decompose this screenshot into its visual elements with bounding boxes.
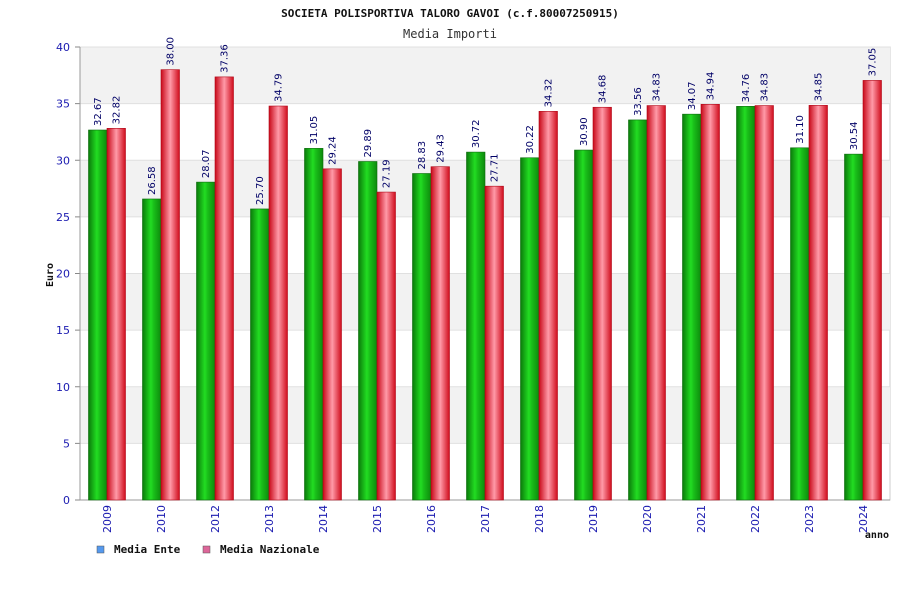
data-label-media-nazionale: 34.79 (274, 73, 285, 102)
x-axis-ticks: 2009 2010 2012 2013 2014 2015 2016 2017 2018 2019… (101, 505, 870, 533)
bar-media-ente (196, 181, 216, 501)
data-label-media-nazionale: 27.71 (490, 154, 501, 183)
bar-media-nazionale (754, 105, 774, 501)
bar-media-ente (628, 119, 648, 501)
data-label-media-nazionale: 34.68 (598, 75, 609, 104)
data-label-media-nazionale: 34.32 (544, 79, 555, 108)
bar-media-nazionale (862, 80, 882, 501)
bar-media-ente (412, 173, 432, 501)
data-label-media-ente: 30.90 (579, 117, 590, 146)
data-label-media-ente: 28.07 (201, 149, 212, 178)
chart-subtitle: Media Importi (403, 27, 497, 41)
x-tick-label: 2015 (371, 505, 384, 533)
y-tick-label: 10 (56, 381, 70, 394)
bar-media-nazionale (646, 105, 666, 501)
data-label-media-nazionale: 32.82 (112, 96, 123, 125)
data-label-media-nazionale: 34.85 (814, 73, 825, 102)
x-tick-label: 2023 (803, 505, 816, 533)
x-tick-label: 2018 (533, 505, 546, 533)
bar-media-ente (88, 129, 108, 501)
data-label-media-ente: 25.70 (255, 176, 266, 205)
y-tick-label: 20 (56, 268, 70, 281)
data-label-media-nazionale: 38.00 (166, 37, 177, 66)
data-label-media-nazionale: 29.43 (436, 134, 447, 163)
bar-media-nazionale (430, 166, 450, 501)
y-tick-label: 0 (63, 494, 70, 507)
x-tick-label: 2016 (425, 505, 438, 533)
x-axis-label: anno (865, 530, 889, 541)
x-tick-label: 2022 (749, 505, 762, 533)
data-label-media-ente: 32.67 (93, 97, 104, 126)
data-label-media-ente: 34.76 (741, 74, 752, 103)
bar-media-ente (142, 198, 162, 501)
legend-label-media-nazionale: Media Nazionale (220, 543, 320, 556)
data-label-media-nazionale: 34.94 (706, 72, 717, 101)
x-tick-label: 2019 (587, 505, 600, 533)
y-axis-label: Euro (45, 263, 56, 287)
legend-swatch-media-ente (96, 545, 105, 554)
data-label-media-ente: 29.89 (363, 129, 374, 158)
x-tick-label: 2024 (857, 505, 870, 533)
legend: Media Ente Media Nazionale (96, 543, 320, 556)
data-label-media-ente: 33.56 (633, 87, 644, 116)
legend-label-media-ente: Media Ente (114, 543, 181, 556)
bar-media-ente (358, 161, 378, 501)
data-label-media-nazionale: 34.83 (652, 73, 663, 102)
x-tick-label: 2020 (641, 505, 654, 533)
bars: 32.67 32.82 26.58 38.00 28.07 37.36 25.70 34.79… (88, 37, 882, 501)
chart-title: SOCIETA POLISPORTIVA TALORO GAVOI (c.f.8… (281, 7, 619, 20)
y-tick-label: 15 (56, 324, 70, 337)
bar-media-ente (736, 106, 756, 501)
bar-media-ente (520, 157, 540, 501)
y-tick-label: 30 (56, 154, 70, 167)
y-tick-label: 5 (63, 437, 70, 450)
y-tick-label: 25 (56, 211, 70, 224)
bar-media-ente (304, 148, 324, 501)
bar-media-nazionale (214, 76, 234, 501)
bar-media-nazionale (322, 168, 342, 501)
bar-media-nazionale (376, 191, 396, 501)
x-tick-label: 2012 (209, 505, 222, 533)
y-tick-label: 35 (56, 98, 70, 111)
data-label-media-ente: 30.54 (849, 121, 860, 150)
bar-media-nazionale (538, 111, 558, 501)
bar-media-nazionale (808, 105, 828, 501)
x-tick-label: 2014 (317, 505, 330, 533)
bar-media-ente (574, 149, 594, 501)
data-label-media-ente: 26.58 (147, 166, 158, 195)
x-tick-label: 2009 (101, 505, 114, 533)
data-label-media-nazionale: 37.05 (868, 48, 879, 77)
legend-swatch-media-nazionale (202, 545, 211, 554)
data-label-media-ente: 34.07 (687, 82, 698, 111)
y-tick-label: 40 (56, 41, 70, 54)
data-label-media-nazionale: 37.36 (220, 44, 231, 73)
bar-media-ente (466, 151, 486, 501)
data-label-media-ente: 31.05 (309, 116, 320, 145)
data-label-media-nazionale: 34.83 (760, 73, 771, 102)
data-label-media-nazionale: 27.19 (382, 159, 393, 188)
x-tick-label: 2010 (155, 505, 168, 533)
bar-media-nazionale (268, 105, 288, 501)
x-tick-label: 2017 (479, 505, 492, 533)
bar-media-nazionale (160, 69, 180, 501)
bar-media-nazionale (484, 185, 504, 501)
data-label-media-ente: 30.22 (525, 125, 536, 154)
data-label-media-ente: 30.72 (471, 119, 482, 148)
bar-media-nazionale (700, 104, 720, 501)
bar-media-ente (682, 113, 702, 501)
x-tick-label: 2021 (695, 505, 708, 533)
bar-media-ente (250, 208, 270, 501)
bar-media-ente (844, 153, 864, 501)
data-label-media-ente: 28.83 (417, 141, 428, 170)
data-label-media-ente: 31.10 (795, 115, 806, 144)
x-tick-label: 2013 (263, 505, 276, 533)
data-label-media-nazionale: 29.24 (328, 136, 339, 165)
bar-media-ente (790, 147, 810, 501)
bar-media-nazionale (592, 106, 612, 501)
bar-media-nazionale (106, 128, 126, 501)
